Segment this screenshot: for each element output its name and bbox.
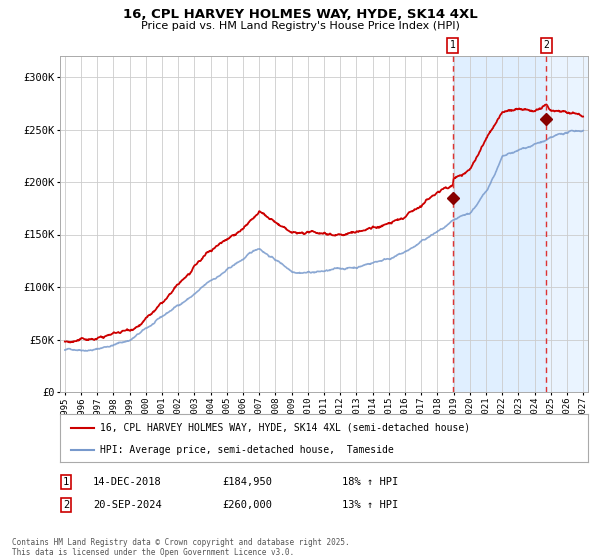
Text: 13% ↑ HPI: 13% ↑ HPI (342, 500, 398, 510)
Bar (453, 56, 546, 392)
Text: HPI: Average price, semi-detached house,  Tameside: HPI: Average price, semi-detached house,… (100, 445, 394, 455)
Text: £184,950: £184,950 (222, 477, 272, 487)
Text: 2: 2 (543, 40, 549, 50)
Text: £260,000: £260,000 (222, 500, 272, 510)
Text: 20-SEP-2024: 20-SEP-2024 (93, 500, 162, 510)
Text: Price paid vs. HM Land Registry's House Price Index (HPI): Price paid vs. HM Land Registry's House … (140, 21, 460, 31)
Bar (546, 56, 591, 392)
Text: Contains HM Land Registry data © Crown copyright and database right 2025.
This d: Contains HM Land Registry data © Crown c… (12, 538, 350, 557)
Text: 16, CPL HARVEY HOLMES WAY, HYDE, SK14 4XL: 16, CPL HARVEY HOLMES WAY, HYDE, SK14 4X… (122, 8, 478, 21)
Text: 14-DEC-2018: 14-DEC-2018 (93, 477, 162, 487)
Text: 1: 1 (63, 477, 69, 487)
Text: 1: 1 (450, 40, 455, 50)
Text: 16, CPL HARVEY HOLMES WAY, HYDE, SK14 4XL (semi-detached house): 16, CPL HARVEY HOLMES WAY, HYDE, SK14 4X… (100, 423, 470, 433)
Text: 18% ↑ HPI: 18% ↑ HPI (342, 477, 398, 487)
Text: 2: 2 (63, 500, 69, 510)
Bar (546, 56, 591, 392)
